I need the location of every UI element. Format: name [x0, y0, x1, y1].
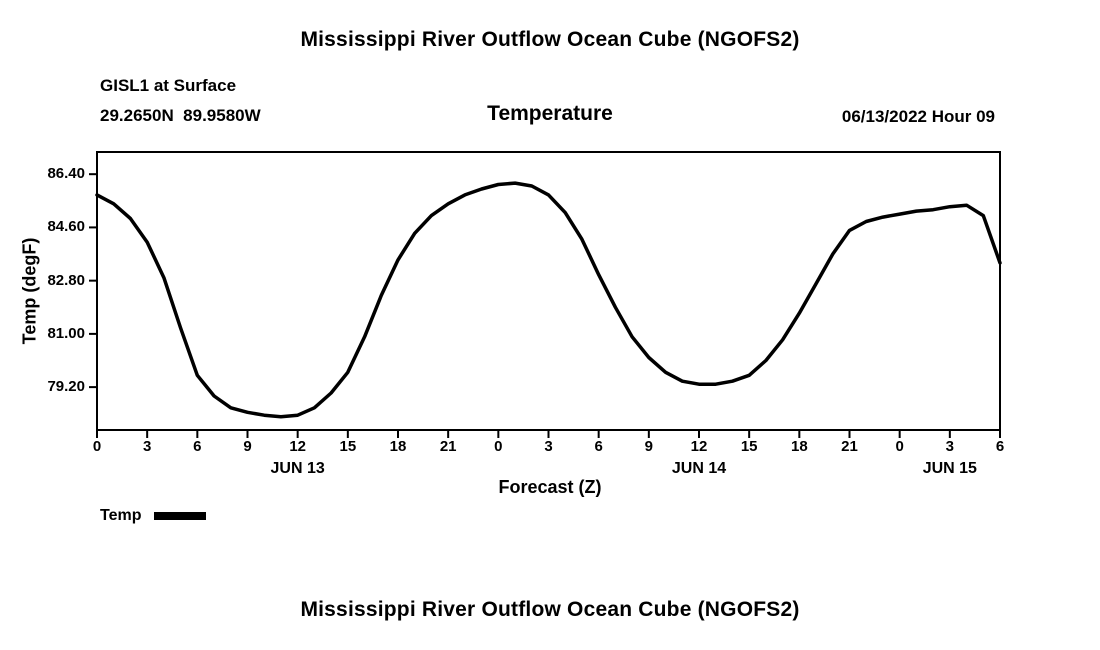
- legend-line-swatch: [154, 512, 207, 520]
- legend: Temp: [100, 507, 207, 525]
- coordinates-label: 29.2650N 89.9580W: [100, 106, 261, 125]
- station-label: GISL1 at Surface: [100, 76, 237, 95]
- page-title-bottom: Mississippi River Outflow Ocean Cube (NG…: [300, 598, 800, 621]
- x-axis-label: Forecast (Z): [498, 477, 602, 497]
- plot-title: Temperature: [487, 102, 613, 125]
- temperature-line: [95, 181, 1002, 419]
- page-title-top: Mississippi River Outflow Ocean Cube (NG…: [300, 28, 800, 51]
- legend-label: Temp: [100, 507, 142, 524]
- datestamp-label: 06/13/2022 Hour 09: [841, 107, 995, 126]
